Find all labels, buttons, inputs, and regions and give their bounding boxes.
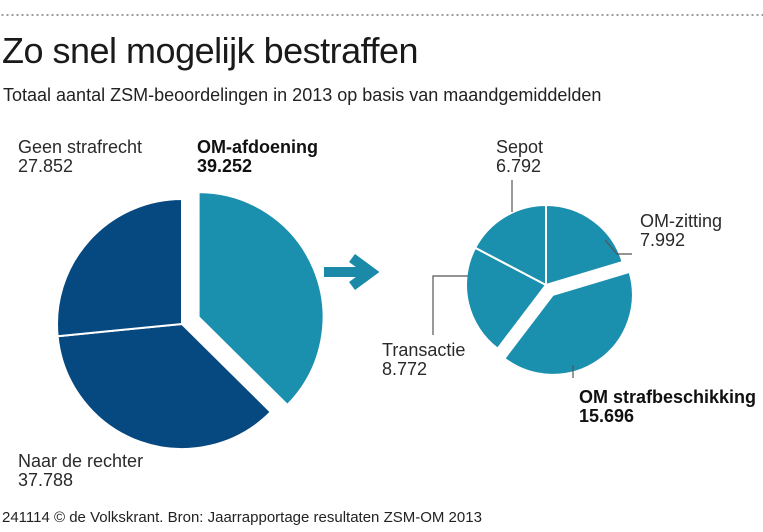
main-pie-slice-naar-de-rechter bbox=[56, 323, 272, 451]
flow-arrow bbox=[324, 253, 380, 291]
label-geen-strafrecht: Geen strafrecht bbox=[18, 137, 142, 157]
main-pie bbox=[56, 191, 325, 451]
leader-lines bbox=[432, 180, 632, 378]
value-transactie: 8.772 bbox=[382, 359, 427, 379]
dotted-rule bbox=[0, 13, 763, 17]
main-pie-slice-om-afdoening bbox=[197, 191, 325, 406]
label-om-afdoening: OM-afdoening bbox=[197, 137, 318, 157]
value-sepot: 6.792 bbox=[496, 156, 541, 176]
detail-pie bbox=[465, 204, 634, 376]
detail-pie-slice-om-strafbeschikking bbox=[503, 270, 634, 376]
detail-pie-slice-sepot bbox=[474, 204, 547, 286]
source-credit: 241114 © de Volkskrant. Bron: Jaarrappor… bbox=[2, 509, 482, 526]
value-naar-de-rechter: 37.788 bbox=[18, 470, 73, 490]
label-naar-de-rechter: Naar de rechter bbox=[18, 451, 143, 471]
label-om-strafbeschikking: OM strafbeschikking bbox=[579, 387, 756, 407]
label-om-zitting: OM-zitting bbox=[640, 211, 722, 231]
value-om-strafbeschikking: 15.696 bbox=[579, 406, 634, 426]
detail-pie-slice-transactie bbox=[465, 246, 547, 350]
value-geen-strafrecht: 27.852 bbox=[18, 156, 73, 176]
chart-subtitle: Totaal aantal ZSM-beoordelingen in 2013 … bbox=[3, 85, 602, 105]
value-om-afdoening: 39.252 bbox=[197, 156, 252, 176]
detail-pie-slice-om-zitting bbox=[545, 204, 624, 286]
label-transactie: Transactie bbox=[382, 340, 465, 360]
chart-title: Zo snel mogelijk bestraffen bbox=[2, 30, 419, 71]
main-pie-slice-geen-strafrecht bbox=[56, 198, 183, 338]
label-sepot: Sepot bbox=[496, 137, 543, 157]
value-om-zitting: 7.992 bbox=[640, 230, 685, 250]
